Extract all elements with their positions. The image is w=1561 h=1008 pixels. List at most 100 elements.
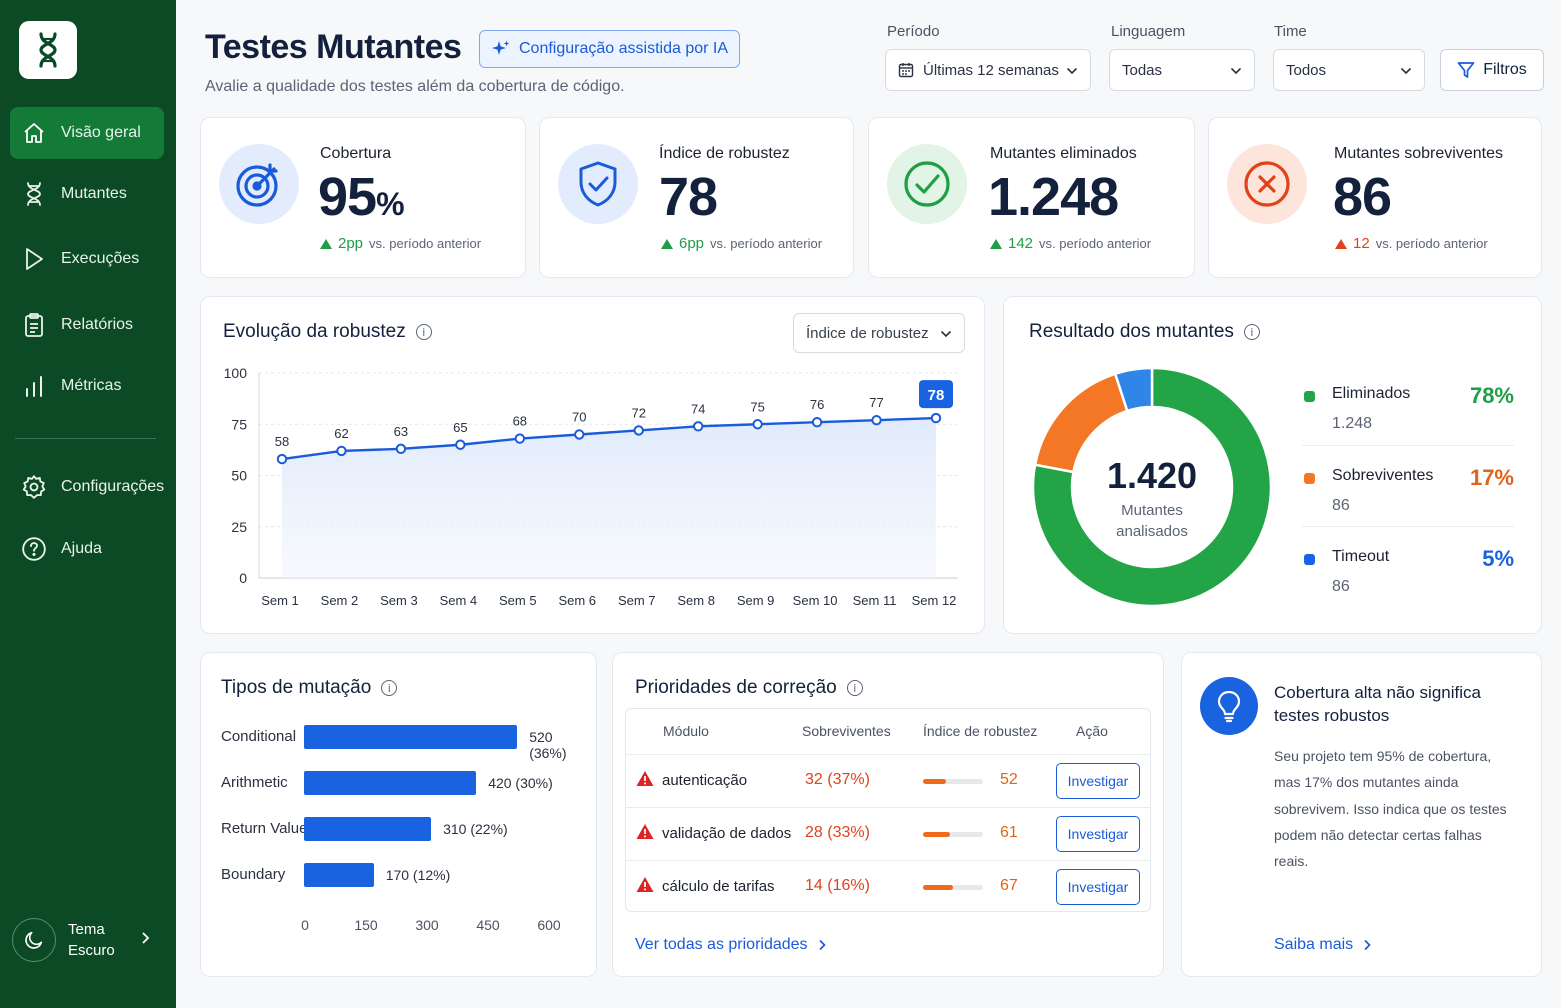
priorities-title-text: Prioridades de correção (635, 677, 837, 698)
donut-center: 1.420 Mutantes analisados (1062, 455, 1242, 542)
legend-count: 86 (1332, 578, 1350, 595)
ai-config-button[interactable]: Configuração assistida por IA (479, 30, 740, 68)
nav-item-ajuda[interactable]: Ajuda (10, 523, 164, 575)
see-all-priorities-link[interactable]: Ver todas as prioridades (635, 936, 826, 954)
tip-card: Cobertura alta não significa testes robu… (1181, 652, 1542, 977)
data-point[interactable] (633, 425, 644, 436)
data-point[interactable] (930, 412, 942, 424)
theme-toggle-label: Tema Escuro (68, 919, 132, 961)
robustness-bar (923, 832, 983, 837)
donut-slice-eliminados[interactable] (1031, 366, 1273, 608)
chevron-right-icon (818, 939, 826, 951)
column-header-robustez: Índice de robustez (923, 723, 1038, 739)
periodo-select[interactable]: Últimas 12 semanas (885, 49, 1091, 91)
kpi-delta: 142 vs. período anterior (990, 235, 1151, 252)
ai-config-label: Configuração assistida por IA (519, 40, 728, 57)
column-header-sobreviventes: Sobreviventes (802, 723, 891, 739)
info-icon[interactable]: i (381, 680, 398, 696)
mutation-type-row: Conditional 520 (36%) (221, 725, 581, 761)
mutation-type-bar[interactable] (304, 817, 432, 841)
x-tick-label: Sem 5 (499, 593, 537, 608)
triangle-up-icon (990, 238, 1002, 249)
learn-more-link[interactable]: Saiba mais (1274, 936, 1371, 954)
moon-icon (12, 918, 56, 962)
check-circle-icon (887, 144, 967, 224)
chevron-down-icon (940, 325, 952, 342)
kpi-card-cobertura: Cobertura 95% 2pp vs. período anterior (200, 117, 526, 278)
nav-item-metricas[interactable]: Métricas (10, 360, 164, 412)
info-icon[interactable]: i (415, 324, 432, 340)
donut-slice-timeout[interactable] (1113, 366, 1154, 413)
mutation-types-title-text: Tipos de mutação (221, 677, 372, 698)
data-point[interactable] (276, 453, 288, 465)
y-tick-label: 75 (231, 416, 247, 432)
kpi-unit: % (376, 186, 404, 222)
data-label: 74 (691, 401, 705, 416)
warning-icon (636, 770, 654, 792)
module-name: cálculo de tarifas (662, 878, 775, 895)
legend-name: Sobreviventes (1332, 467, 1434, 484)
app-logo[interactable] (19, 21, 77, 79)
kpi-label: Cobertura (320, 145, 392, 162)
info-icon[interactable]: i (846, 680, 863, 696)
priority-row: cálculo de tarifas 14 (16%) 67 Investigar (626, 860, 1150, 913)
y-tick-label: 25 (231, 519, 247, 535)
mutation-type-bar[interactable] (304, 771, 477, 795)
mutation-type-bar[interactable] (304, 863, 374, 887)
shield-icon (558, 144, 638, 224)
data-point[interactable] (752, 419, 763, 430)
mutation-types-card: Tipos de mutação i Conditional 520 (36%) A… (200, 652, 597, 977)
legend-count: 1.248 (1332, 415, 1373, 432)
x-tick-label: Sem 10 (793, 593, 838, 608)
investigate-button[interactable]: Investigar (1056, 816, 1140, 852)
priorities-card: Prioridades de correção i Módulo Sobrevi… (612, 652, 1164, 977)
data-point[interactable] (455, 439, 466, 450)
y-tick-label: 100 (224, 365, 248, 381)
nav-item-relatorios[interactable]: Relatórios (10, 299, 164, 351)
investigate-button[interactable]: Investigar (1056, 869, 1140, 905)
x-tick-label: 0 (301, 917, 309, 933)
data-point[interactable] (574, 429, 585, 440)
theme-line-2: Escuro (68, 942, 115, 959)
data-point[interactable] (871, 414, 882, 426)
time-select[interactable]: Todos (1273, 49, 1425, 91)
nav-item-execucoes[interactable]: Execuções (10, 233, 164, 285)
mutation-type-bar[interactable] (304, 725, 518, 749)
module-name: validação de dados (662, 825, 792, 842)
clipboard-icon (21, 312, 47, 338)
data-point[interactable] (692, 421, 704, 432)
investigate-button[interactable]: Investigar (1056, 763, 1140, 799)
evolution-card: Evolução da robustez i Índice de robuste… (200, 296, 985, 634)
legend-pct: 5% (1482, 546, 1514, 571)
legend-pct: 78% (1469, 383, 1514, 408)
nav-label: Configurações (61, 478, 165, 495)
data-point[interactable] (336, 445, 347, 457)
info-icon[interactable]: i (1243, 324, 1260, 340)
column-header-modulo: Módulo (663, 723, 709, 739)
data-point[interactable] (811, 417, 823, 428)
data-point[interactable] (395, 443, 407, 455)
metric-select[interactable]: Índice de robustez (793, 313, 965, 353)
nav-item-configuracoes[interactable]: Configurações (10, 461, 164, 513)
theme-toggle[interactable]: Tema Escuro (12, 914, 164, 966)
x-tick-label: Sem 8 (677, 593, 715, 608)
mutation-type-row: Arithmetic 420 (30%) (221, 771, 581, 797)
nav-item-mutantes[interactable]: Mutantes (10, 168, 164, 220)
kpi-value: 95% (318, 166, 405, 228)
linguagem-select[interactable]: Todas (1109, 49, 1255, 91)
chevron-down-icon (1230, 62, 1242, 79)
kpi-delta-value: 2pp (338, 235, 364, 252)
legend-pct: 17% (1469, 465, 1514, 490)
data-point[interactable] (514, 433, 526, 444)
nav-item-visao-geral[interactable]: Visão geral (10, 107, 164, 159)
priorities-table: Módulo Sobreviventes Índice de robustez … (625, 708, 1151, 912)
series-area (282, 418, 936, 578)
data-label: 62 (334, 426, 348, 441)
robustness-value: 61 (1000, 824, 1018, 841)
dna-icon (21, 181, 47, 207)
play-icon (21, 246, 47, 272)
metric-select-value: Índice de robustez (806, 324, 929, 342)
series-line (281, 416, 937, 461)
filters-button[interactable]: Filtros (1440, 49, 1544, 91)
kpi-delta-vs: vs. período anterior (710, 236, 823, 251)
